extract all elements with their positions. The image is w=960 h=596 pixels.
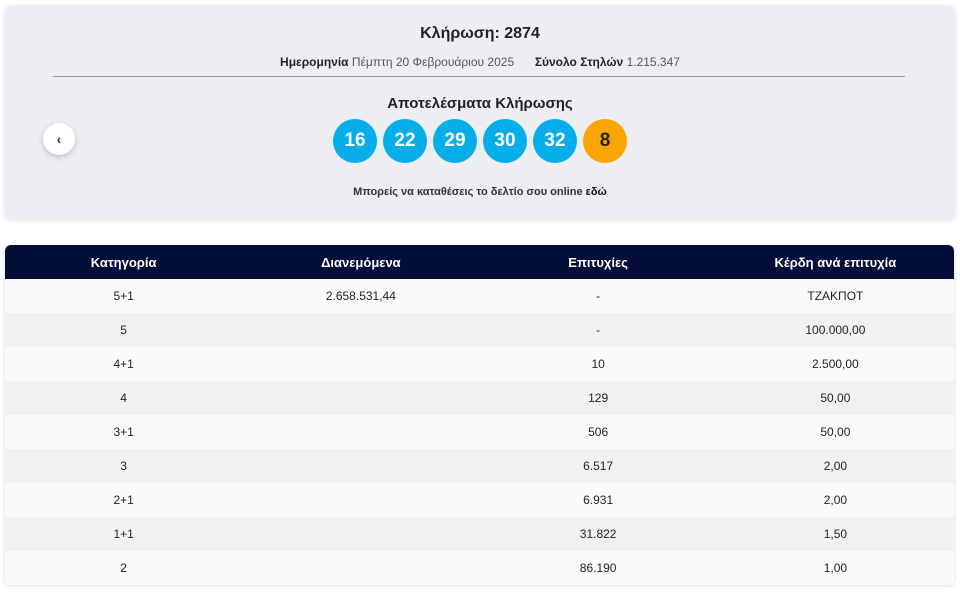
table-row: 5 - 100.000,00 [5, 313, 954, 347]
prize-table: Κατηγορία Διανεμόμενα Επιτυχίες Κέρδη αν… [5, 245, 954, 585]
cell-prize: 2,00 [823, 493, 848, 507]
cell-prize: 1,00 [823, 561, 848, 575]
table-row: 4 129 50,00 [5, 381, 954, 415]
columns-label: Σύνολο Στηλών [534, 55, 624, 69]
cell-winners: 6.517 [583, 459, 614, 473]
winning-numbers: 16 22 29 30 32 8 [5, 119, 955, 163]
header-winners: Επιτυχίες [568, 254, 628, 270]
cell-prize: ΤΖΑΚΠΟΤ [807, 289, 864, 303]
cell-prize: 2.500,00 [812, 357, 859, 371]
cell-winners: 10 [591, 357, 605, 371]
draw-meta: Ημερομηνία Πέμπτη 20 Φεβρουάριου 2025 Σύ… [5, 55, 955, 69]
cell-prize: 1,50 [823, 527, 848, 541]
cell-winners: 6.931 [583, 493, 614, 507]
table-row: 2+1 6.931 2,00 [5, 483, 954, 517]
online-note: Μπορείς να καταθέσεις το δελτίο σου onli… [5, 186, 955, 198]
number-ball: 29 [433, 119, 477, 163]
cell-prize: 100.000,00 [805, 323, 866, 337]
header-prize: Κέρδη ανά επιτυχία [774, 254, 897, 270]
online-link[interactable]: εδώ [585, 186, 607, 198]
table-row: 3 6.517 2,00 [5, 449, 954, 483]
chevron-left-icon: ‹ [56, 131, 62, 147]
draw-info-card: Κλήρωση: 2874 Ημερομηνία Πέμπτη 20 Φεβρο… [5, 5, 955, 218]
cell-category: 5 [120, 323, 127, 337]
table-header: Κατηγορία Διανεμόμενα Επιτυχίες Κέρδη αν… [5, 245, 954, 279]
cell-winners: 506 [588, 425, 609, 439]
cell-category: 4+1 [113, 357, 134, 371]
results-title: Αποτελέσματα Κλήρωσης [387, 95, 573, 112]
table-row: 3+1 506 50,00 [5, 415, 954, 449]
cell-winners: - [596, 323, 601, 337]
date-label: Ημερομηνία [280, 55, 349, 69]
number-ball: 16 [333, 119, 377, 163]
cell-category: 2 [120, 561, 127, 575]
table-row: 4+1 10 2.500,00 [5, 347, 954, 381]
bonus-ball: 8 [583, 119, 627, 163]
number-ball: 32 [533, 119, 577, 163]
number-ball: 30 [483, 119, 527, 163]
header-category: Κατηγορία [90, 254, 157, 270]
draw-title: Κλήρωση: 2874 [420, 25, 540, 42]
header-distributed: Διανεμόμενα [321, 254, 401, 270]
table-row: 2 86.190 1,00 [5, 551, 954, 585]
note-text: Μπορείς να καταθέσεις το δελτίο σου onli… [353, 186, 586, 198]
cell-category: 2+1 [113, 493, 134, 507]
cell-prize: 2,00 [823, 459, 848, 473]
cell-winners: 31.822 [579, 527, 617, 541]
cell-winners: 129 [588, 391, 609, 405]
cell-distributed: 2.658.531,44 [325, 289, 396, 303]
date-value: Πέμπτη 20 Φεβρουάριου 2025 [351, 55, 515, 69]
cell-category: 4 [120, 391, 127, 405]
table-row: 5+1 2.658.531,44 - ΤΖΑΚΠΟΤ [5, 279, 954, 313]
cell-prize: 50,00 [820, 425, 851, 439]
cell-category: 3+1 [113, 425, 134, 439]
table-row: 1+1 31.822 1,50 [5, 517, 954, 551]
cell-winners: 86.190 [579, 561, 617, 575]
cell-category: 3 [120, 459, 127, 473]
cell-category: 5+1 [113, 289, 134, 303]
cell-prize: 50,00 [820, 391, 851, 405]
cell-category: 1+1 [113, 527, 134, 541]
cell-winners: - [596, 289, 601, 303]
number-ball: 22 [383, 119, 427, 163]
previous-draw-button[interactable]: ‹ [43, 123, 75, 155]
divider [53, 76, 905, 77]
columns-value: 1.215.347 [626, 55, 680, 69]
